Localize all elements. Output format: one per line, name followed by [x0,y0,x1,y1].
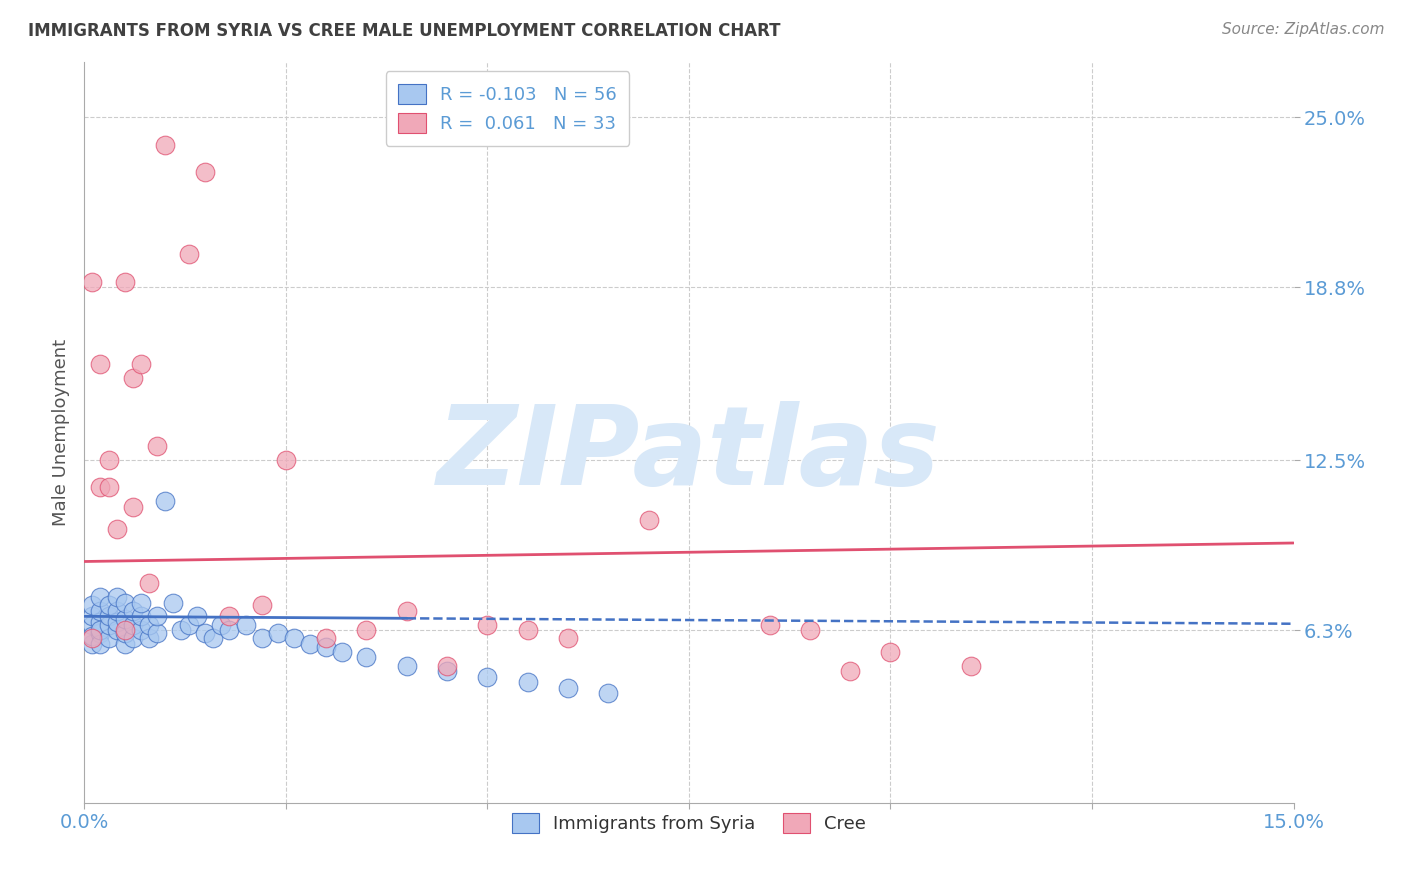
Point [105,623,128,637]
Point [89,623,111,637]
Point [89,625,111,640]
Point [82,599,104,613]
Point [114,596,136,610]
Point [146,439,169,453]
Point [356,650,378,665]
Point [138,576,160,591]
Point [121,604,143,618]
Point [436,658,458,673]
Point [121,632,143,646]
Point [436,664,458,678]
Point [250,599,273,613]
Point [114,637,136,651]
Text: IMMIGRANTS FROM SYRIA VS CREE MALE UNEMPLOYMENT CORRELATION CHART: IMMIGRANTS FROM SYRIA VS CREE MALE UNEMP… [28,22,780,40]
Point [89,590,111,604]
Point [477,670,499,684]
Point [129,623,152,637]
Point [82,637,104,651]
Point [250,632,273,646]
Point [356,623,378,637]
Point [799,623,821,637]
Point [477,617,499,632]
Point [114,612,136,626]
Point [637,513,659,527]
Point [82,628,104,642]
Point [82,617,104,632]
Point [170,623,193,637]
Point [235,617,257,632]
Point [758,617,780,632]
Text: Source: ZipAtlas.com: Source: ZipAtlas.com [1222,22,1385,37]
Point [179,247,201,261]
Point [839,664,862,678]
Point [960,658,983,673]
Point [194,165,217,179]
Point [315,640,337,654]
Point [121,371,143,385]
Point [105,615,128,629]
Point [121,617,143,632]
Point [82,632,104,646]
Point [97,632,120,646]
Point [218,623,240,637]
Point [129,596,152,610]
Point [186,609,208,624]
Point [879,645,901,659]
Point [516,623,538,637]
Point [82,275,104,289]
Legend: Immigrants from Syria, Cree: Immigrants from Syria, Cree [499,800,879,846]
Point [121,500,143,514]
Point [283,632,305,646]
Point [89,637,111,651]
Point [114,275,136,289]
Point [138,632,160,646]
Point [179,617,201,632]
Point [274,453,297,467]
Point [315,632,337,646]
Point [114,625,136,640]
Point [218,609,240,624]
Point [146,625,169,640]
Point [138,617,160,632]
Point [395,604,418,618]
Point [153,494,176,508]
Point [153,137,176,152]
Point [105,604,128,618]
Point [97,453,120,467]
Point [129,609,152,624]
Point [557,681,579,695]
Point [162,596,184,610]
Text: ZIPatlas: ZIPatlas [437,401,941,508]
Point [89,604,111,618]
Point [299,637,322,651]
Point [89,357,111,371]
Point [267,625,290,640]
Point [557,632,579,646]
Y-axis label: Male Unemployment: Male Unemployment [52,339,70,526]
Point [516,675,538,690]
Point [105,522,128,536]
Point [395,658,418,673]
Point [194,625,217,640]
Point [146,609,169,624]
Point [97,599,120,613]
Point [82,609,104,624]
Point [97,609,120,624]
Point [114,623,136,637]
Point [97,480,120,494]
Point [202,632,225,646]
Point [105,590,128,604]
Point [330,645,353,659]
Point [209,617,232,632]
Point [129,357,152,371]
Point [598,686,620,700]
Point [89,615,111,629]
Point [89,480,111,494]
Point [97,617,120,632]
